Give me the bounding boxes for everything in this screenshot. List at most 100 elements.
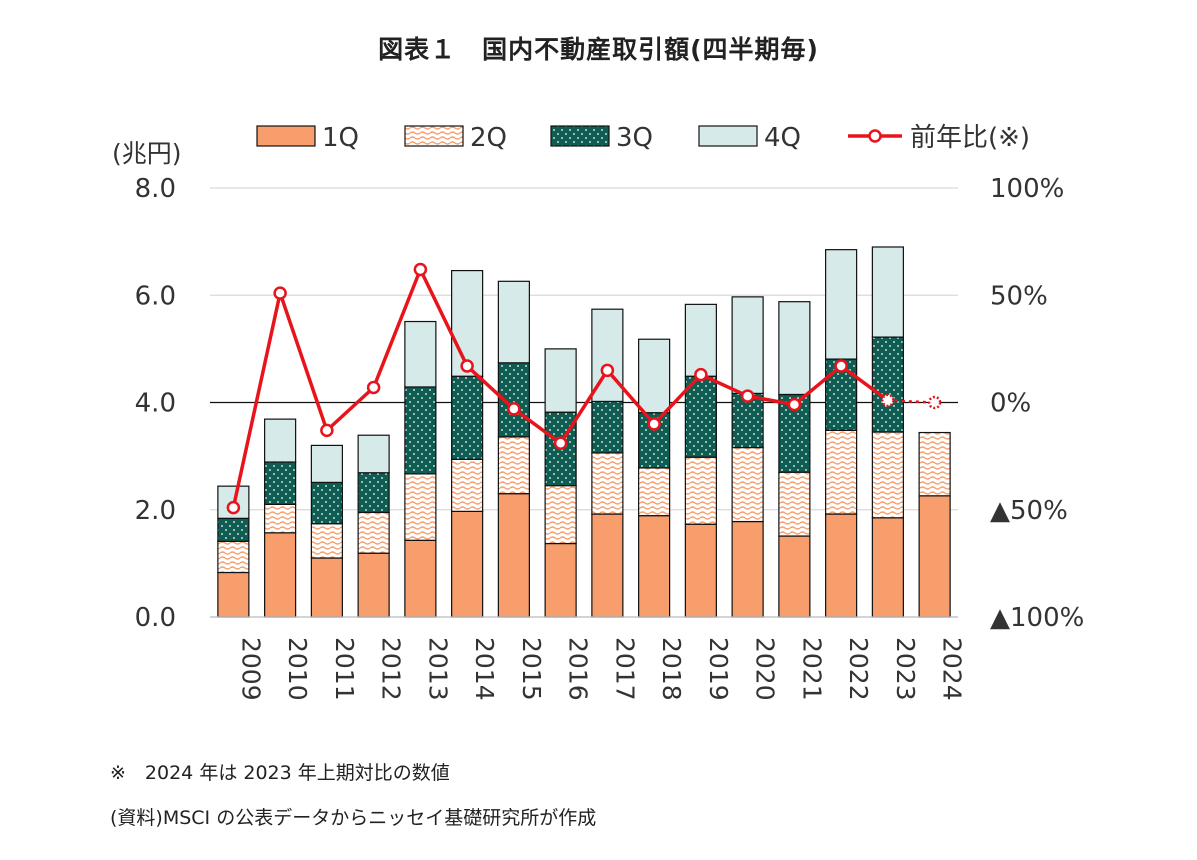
bar-1Q-2020 — [731, 520, 764, 618]
bar-2Q-2017 — [591, 452, 624, 515]
legend-label-1Q: 1Q — [322, 123, 359, 153]
legend-swatch-4Q — [698, 125, 758, 147]
axis-layer: 0.0 2.0 4.0 6.0 8.0 ▲100% ▲50% 0% 50% 100% (兆円) 200… — [112, 139, 1084, 701]
bar-1Q-2018 — [638, 515, 671, 618]
x-tick-label: 2018 — [657, 637, 686, 701]
yoy-point-2024 — [927, 395, 942, 410]
y-tick-label: 0.0 — [135, 603, 176, 633]
yoy-point-2020 — [740, 389, 755, 403]
bar-2Q-2023 — [871, 431, 904, 519]
bar-1Q-2013 — [404, 539, 437, 618]
yoy-point-2018 — [647, 417, 661, 431]
bar-1Q-2011 — [310, 557, 343, 618]
bar-4Q-2019 — [684, 303, 717, 377]
yoy-point-2022 — [834, 359, 848, 373]
bar-3Q-2011 — [310, 481, 343, 525]
bar-1Q-2012 — [357, 552, 390, 618]
y-tick-label: 6.0 — [135, 281, 176, 311]
yoy-point-2011 — [320, 423, 334, 438]
bar-1Q-2024 — [918, 495, 951, 618]
x-tick-label: 2021 — [797, 637, 826, 701]
bar-3Q-2023 — [871, 336, 904, 433]
x-tick-label: 2023 — [891, 637, 920, 701]
bar-1Q-2010 — [264, 532, 297, 618]
x-tick-label: 2017 — [610, 637, 639, 701]
yoy-point-2021 — [787, 397, 802, 412]
bar-3Q-2012 — [357, 472, 390, 514]
bar-3Q-2019 — [684, 375, 717, 458]
bar-3Q-2010 — [264, 461, 297, 505]
bar-4Q-2014 — [451, 269, 484, 377]
bar-2Q-2015 — [497, 436, 530, 495]
bar-4Q-2011 — [310, 444, 343, 484]
y2-tick-label: 50% — [990, 281, 1048, 311]
bar-2Q-2022 — [825, 429, 858, 515]
bar-3Q-2013 — [404, 386, 437, 475]
x-tick-label: 2011 — [330, 637, 359, 701]
y2-tick-label: ▲100% — [990, 603, 1084, 633]
bar-2Q-2013 — [404, 473, 437, 541]
legend-label-3Q: 3Q — [616, 123, 653, 153]
bar-1Q-2015 — [497, 493, 530, 618]
source-note: (資料)MSCI の公表データからニッセイ基礎研究所が作成 — [110, 807, 597, 829]
y2-tick-label: 0% — [990, 389, 1031, 419]
yoy-point-2013 — [413, 262, 428, 277]
bar-4Q-2022 — [825, 249, 858, 360]
y-tick-label: 2.0 — [135, 496, 176, 526]
bar-2Q-2009 — [217, 540, 250, 574]
x-tick-label: 2015 — [517, 637, 546, 701]
bar-1Q-2019 — [684, 523, 717, 618]
x-tick-label: 2020 — [751, 637, 780, 701]
yoy-point-2010 — [273, 286, 287, 300]
bar-4Q-2012 — [357, 434, 390, 474]
bar-4Q-2020 — [731, 296, 764, 394]
legend-label-yoy: 前年比(※) — [910, 123, 1030, 153]
legend-label-4Q: 4Q — [764, 123, 801, 153]
bar-4Q-2021 — [778, 301, 811, 396]
yoy-point-2009 — [226, 500, 241, 515]
bar-2Q-2024 — [918, 431, 951, 497]
x-tick-label: 2022 — [844, 637, 873, 701]
bar-2Q-2016 — [544, 485, 577, 545]
yoy-point-2016 — [553, 436, 568, 451]
bar-2Q-2011 — [310, 523, 343, 559]
chart-title: 図表１ 国内不動産取引額(四半期毎) — [378, 35, 819, 64]
yoy-point-2023 — [881, 393, 895, 408]
bar-2Q-2014 — [451, 458, 484, 512]
bar-2Q-2021 — [778, 471, 811, 537]
bar-2Q-2012 — [357, 511, 390, 554]
bar-1Q-2023 — [871, 517, 904, 618]
footnote: ※ 2024 年は 2023 年上期対比の数値 — [110, 762, 450, 784]
x-tick-label: 2013 — [423, 637, 452, 701]
bar-2Q-2020 — [731, 446, 764, 523]
legend-label-2Q: 2Q — [470, 123, 507, 153]
bar-3Q-2014 — [451, 375, 484, 460]
bar-4Q-2013 — [404, 320, 437, 388]
x-tick-label: 2010 — [283, 637, 312, 701]
bar-4Q-2015 — [497, 280, 530, 364]
yoy-point-2015 — [507, 402, 521, 416]
y-tick-label: 8.0 — [135, 174, 176, 204]
y2-tick-label: 100% — [990, 174, 1064, 204]
bar-4Q-2010 — [264, 418, 297, 463]
bar-1Q-2022 — [825, 513, 858, 618]
yoy-point-2012 — [366, 380, 381, 395]
bar-2Q-2018 — [638, 467, 671, 517]
legend-swatch-3Q — [550, 125, 610, 147]
legend-swatch-2Q — [404, 125, 464, 147]
x-tick-label: 2009 — [236, 637, 265, 701]
bar-4Q-2016 — [544, 348, 577, 413]
x-tick-label: 2024 — [938, 637, 967, 701]
yoy-point-2014 — [460, 359, 474, 373]
x-tick-label: 2019 — [704, 637, 733, 701]
bar-3Q-2017 — [591, 400, 624, 454]
bar-1Q-2021 — [778, 535, 811, 618]
line-layer — [226, 262, 942, 515]
bar-2Q-2010 — [264, 503, 297, 534]
x-tick-label: 2016 — [564, 637, 593, 701]
bar-1Q-2017 — [591, 513, 624, 618]
bar-2Q-2019 — [684, 456, 717, 525]
y-unit-label: (兆円) — [112, 139, 182, 168]
y-tick-label: 4.0 — [135, 389, 176, 419]
bar-1Q-2009 — [217, 571, 250, 618]
